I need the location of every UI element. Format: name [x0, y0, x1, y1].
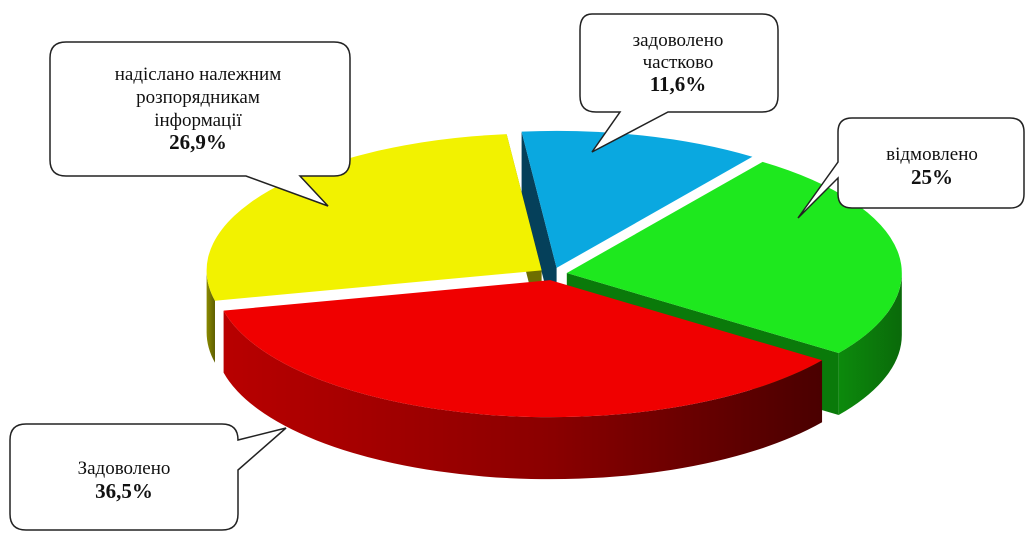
callout-bubble: [49, 41, 351, 207]
slice-value-label: 26,9%: [169, 130, 227, 154]
slice-value-label: 36,5%: [95, 479, 153, 503]
slice-label-line: Задоволено: [78, 458, 171, 479]
callout-bubble: [9, 423, 287, 531]
slice-label-line: розпорядникам: [136, 87, 260, 108]
slice-satisfied: [223, 280, 823, 418]
slice-label-line: надіслано належним: [115, 64, 281, 85]
slice-value-label: 25%: [911, 165, 953, 189]
callout-satisfied: Задоволено 36,5%: [9, 423, 287, 531]
slice-refused: [566, 161, 902, 354]
callout-refused: відмовлено 25%: [797, 117, 1025, 219]
slice-side-refused: [838, 272, 902, 416]
callout-partially-satisfied: задоволено частково 11,6%: [579, 13, 779, 153]
slice-label-line: відмовлено: [886, 144, 978, 165]
callout-bubble: [579, 13, 779, 153]
pie-slices: [206, 130, 902, 480]
slice-side-satisfied: [223, 310, 823, 480]
slice-value-label: 11,6%: [650, 72, 707, 96]
slice-cut-partially-satisfied: [521, 131, 557, 330]
slice-partially-satisfied: [521, 130, 753, 268]
callout-bubble: [797, 117, 1025, 219]
callout-forwarded: надіслано належним розпорядникам інформа…: [49, 41, 351, 207]
slice-label-line: інформації: [154, 110, 242, 131]
slice-forwarded: [206, 134, 542, 301]
slice-side-forwarded: [206, 270, 215, 363]
slice-label-line: частково: [643, 52, 714, 73]
slice-label-line: задоволено: [633, 30, 724, 51]
